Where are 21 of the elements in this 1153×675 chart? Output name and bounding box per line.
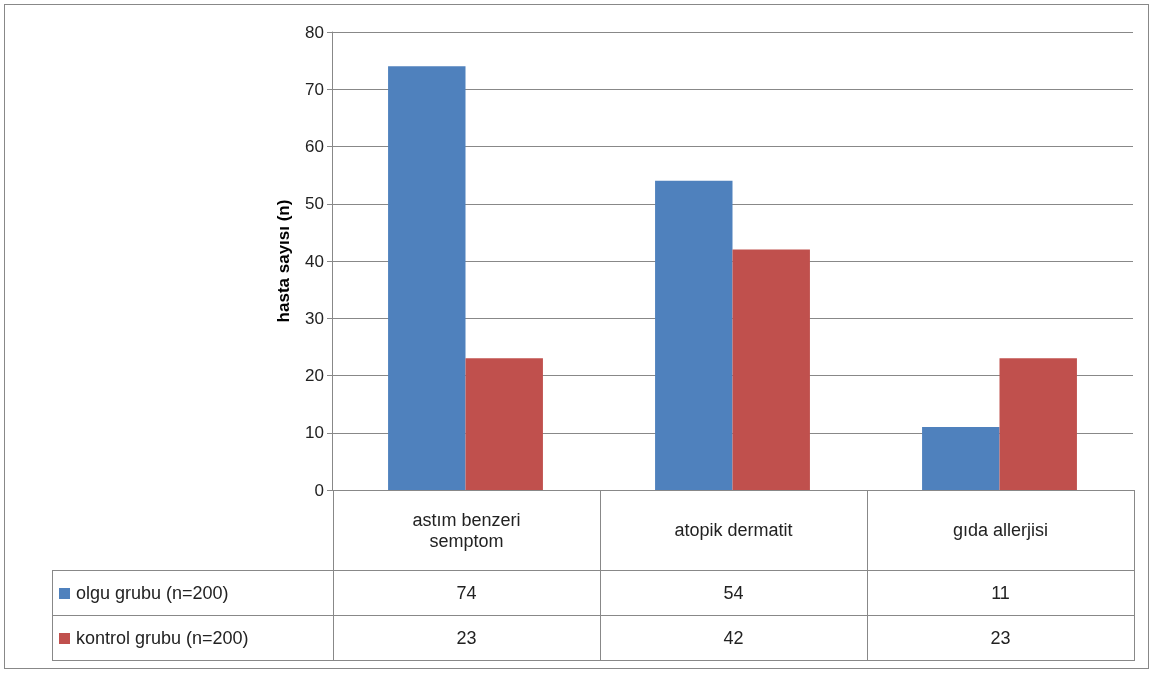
y-tick-label: 60 [305, 137, 324, 156]
data-label: 42 [600, 615, 867, 661]
y-tick-label: 70 [305, 79, 324, 99]
x-tick-label: atopik dermatit [600, 490, 867, 571]
data-label: 11 [867, 570, 1134, 616]
x-tick-label: astım benzeri semptom [333, 490, 600, 571]
y-tick-label: 20 [305, 366, 324, 385]
data-label: 23 [333, 615, 600, 661]
legend-label: olgu grubu (n=200) [52, 570, 333, 616]
y-tick-label: 80 [305, 22, 324, 42]
data-label: 54 [600, 570, 867, 616]
data-label: 74 [333, 570, 600, 616]
y-tick-label: 10 [305, 423, 324, 443]
y-tick-label: 40 [305, 251, 324, 271]
y-tick-label: 30 [305, 308, 324, 328]
legend-label: kontrol grubu (n=200) [52, 615, 333, 661]
x-tick-label: gıda allerjisi [867, 490, 1134, 571]
y-tick-label: 50 [305, 194, 324, 214]
y-tick-label: 0 [314, 480, 324, 500]
y-axis-title: hasta sayısı (n) [274, 199, 293, 323]
data-label: 23 [867, 615, 1134, 661]
